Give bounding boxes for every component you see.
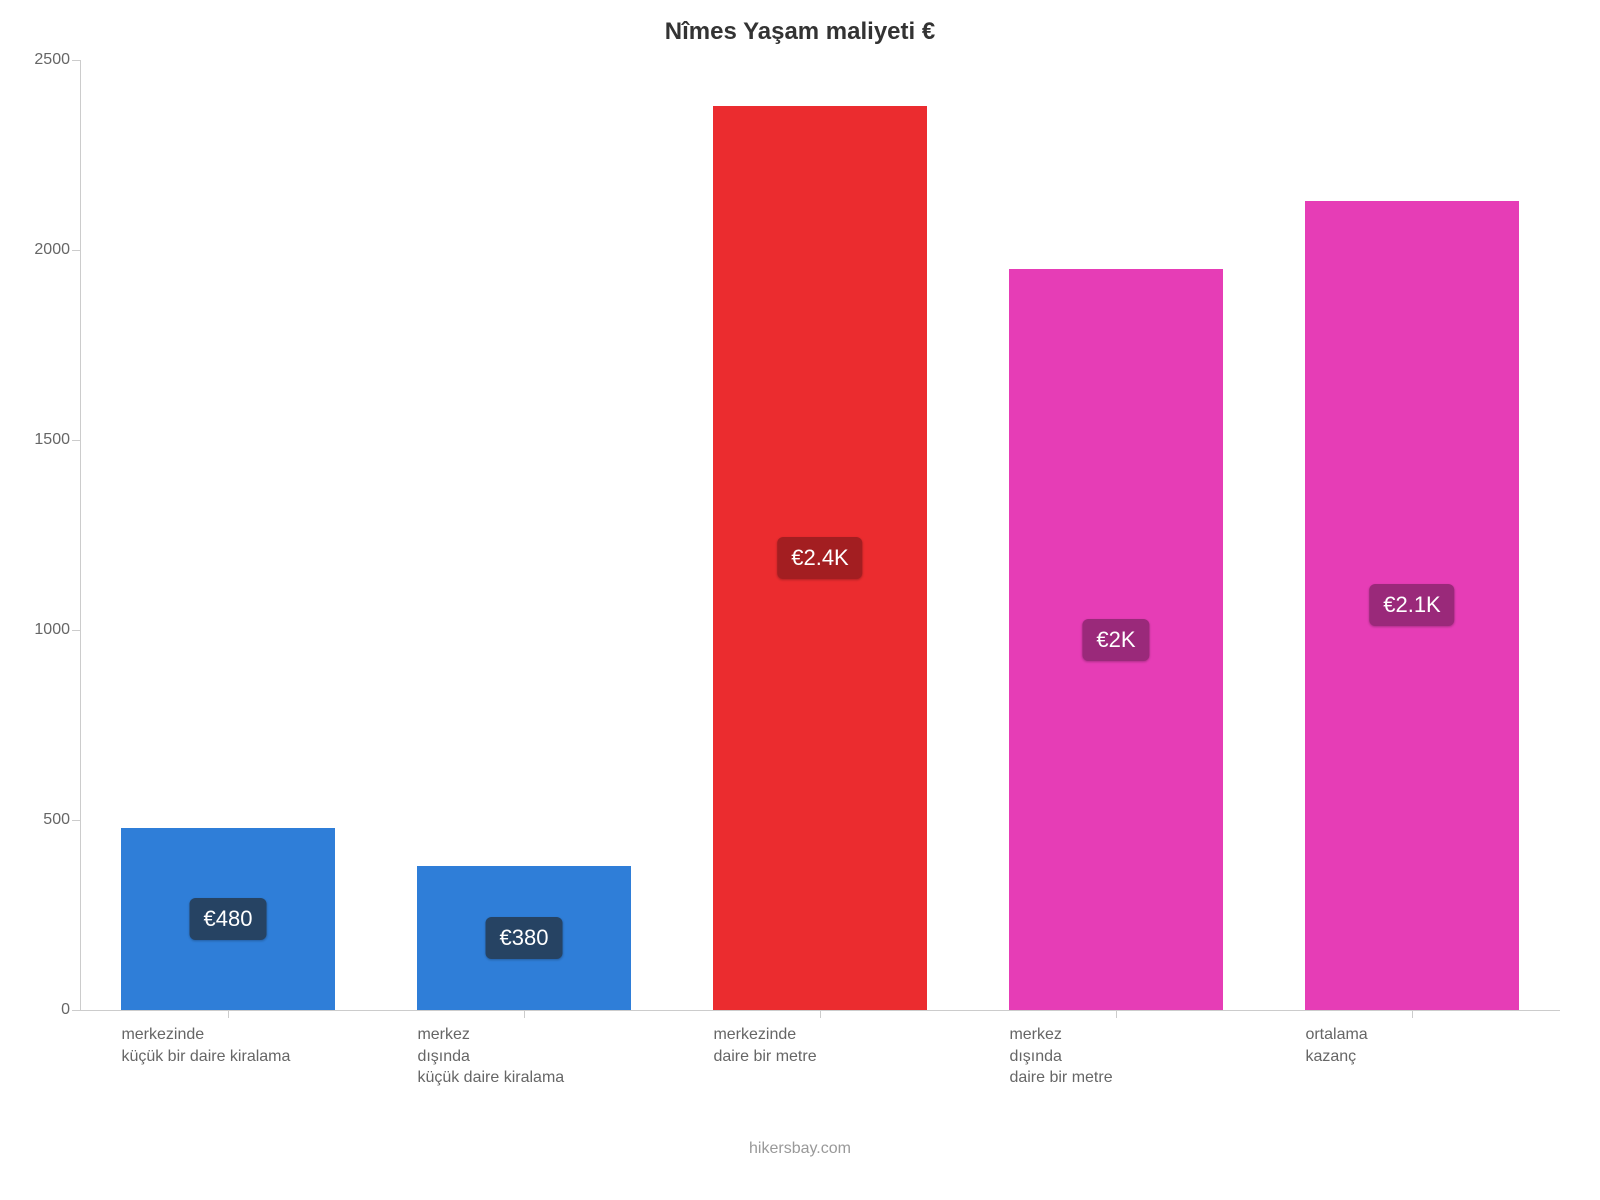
y-tick-label: 2000 <box>34 241 80 259</box>
x-axis-label: merkezinde daire bir metre <box>713 1024 816 1067</box>
bar: €380 <box>417 866 630 1010</box>
x-axis-labels: merkezinde küçük bir daire kiralama merke… <box>80 1024 1560 1144</box>
bar: €2.4K <box>713 106 926 1010</box>
x-axis-label: merkezinde küçük bir daire kiralama <box>121 1024 290 1067</box>
bar: €2.1K <box>1305 201 1518 1010</box>
x-tick-mark <box>228 1010 229 1018</box>
y-axis-line <box>80 60 81 1010</box>
value-badge: €2.1K <box>1369 584 1455 626</box>
x-tick-mark <box>524 1010 525 1018</box>
bar: €480 <box>121 828 334 1010</box>
y-tick-label: 2500 <box>34 51 80 69</box>
value-badge: €2.4K <box>777 537 863 579</box>
x-axis-label: merkez dışında daire bir metre <box>1009 1024 1112 1089</box>
y-tick-label: 1500 <box>34 431 80 449</box>
plot-area: €480€380€2.4K€2K€2.1K 050010001500200025… <box>80 60 1560 1010</box>
x-axis-label: ortalama kazanç <box>1305 1024 1367 1067</box>
y-tick-label: 0 <box>61 1001 80 1019</box>
value-badge: €380 <box>486 917 563 959</box>
y-tick-label: 500 <box>43 811 80 829</box>
value-badge: €480 <box>190 898 267 940</box>
bars-layer: €480 €380 €2.4K €2K €2.1K <box>80 60 1560 1010</box>
chart-footer: hikersbay.com <box>0 1140 1600 1158</box>
chart-title: Nîmes Yaşam maliyeti € <box>0 18 1600 46</box>
x-axis-label: merkez dışında küçük daire kiralama <box>417 1024 564 1089</box>
x-tick-mark <box>1116 1010 1117 1018</box>
value-badge: €2K <box>1082 619 1149 661</box>
bar: €2K <box>1009 269 1222 1010</box>
x-tick-mark <box>820 1010 821 1018</box>
y-tick-label: 1000 <box>34 621 80 639</box>
x-tick-mark <box>1412 1010 1413 1018</box>
cost-of-living-chart: Nîmes Yaşam maliyeti € €480€380€2.4K€2K€… <box>0 0 1600 1200</box>
